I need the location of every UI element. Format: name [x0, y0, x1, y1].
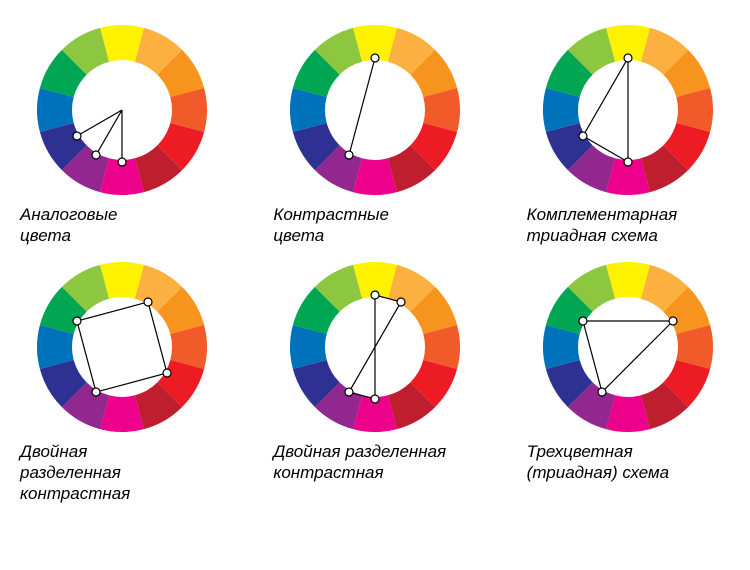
scheme-marker: [579, 317, 587, 325]
wheel-container: [538, 20, 718, 200]
scheme-connector: [349, 295, 401, 399]
color-wheel: [285, 20, 465, 200]
color-wheel: [538, 257, 718, 437]
scheme-marker: [371, 291, 379, 299]
scheme-marker: [371, 54, 379, 62]
color-wheel: [32, 20, 212, 200]
scheme-cell-analogous: Аналоговые цвета: [10, 20, 233, 247]
scheme-marker: [144, 297, 152, 305]
scheme-grid: Аналоговые цвета Контрастные цвета Комплем…: [10, 20, 740, 504]
scheme-marker: [624, 54, 632, 62]
scheme-marker: [579, 132, 587, 140]
scheme-marker: [73, 132, 81, 140]
scheme-marker: [624, 158, 632, 166]
scheme-marker: [163, 369, 171, 377]
scheme-connector: [583, 321, 673, 392]
color-wheel: [32, 257, 212, 437]
wheel-container: [285, 20, 465, 200]
scheme-cell-split_complementary: Комплементарная триадная схема: [517, 20, 740, 247]
color-wheel: [538, 20, 718, 200]
scheme-cell-rectangle: Двойная разделенная контрастная: [263, 257, 486, 505]
scheme-marker: [73, 317, 81, 325]
scheme-cell-triad: Трехцветная (триадная) схема: [517, 257, 740, 505]
scheme-cell-square: Двойная разделенная контрастная: [10, 257, 233, 505]
scheme-label: Трехцветная (триадная) схема: [517, 441, 740, 484]
scheme-marker: [598, 388, 606, 396]
scheme-marker: [92, 151, 100, 159]
wheel-container: [32, 20, 212, 200]
scheme-label: Двойная разделенная контрастная: [10, 441, 233, 505]
scheme-marker: [118, 158, 126, 166]
scheme-connector: [349, 58, 375, 155]
scheme-marker: [345, 151, 353, 159]
scheme-marker: [371, 395, 379, 403]
color-wheel: [285, 257, 465, 437]
wheel-container: [32, 257, 212, 437]
scheme-label: Аналоговые цвета: [10, 204, 233, 247]
scheme-label: Контрастные цвета: [263, 204, 486, 247]
wheel-container: [285, 257, 465, 437]
scheme-connector: [77, 301, 167, 391]
scheme-label: Комплементарная триадная схема: [517, 204, 740, 247]
scheme-marker: [397, 297, 405, 305]
scheme-label: Двойная разделенная контрастная: [263, 441, 486, 484]
wheel-container: [538, 257, 718, 437]
scheme-cell-contrast: Контрастные цвета: [263, 20, 486, 247]
scheme-marker: [345, 388, 353, 396]
scheme-marker: [92, 388, 100, 396]
scheme-marker: [669, 317, 677, 325]
